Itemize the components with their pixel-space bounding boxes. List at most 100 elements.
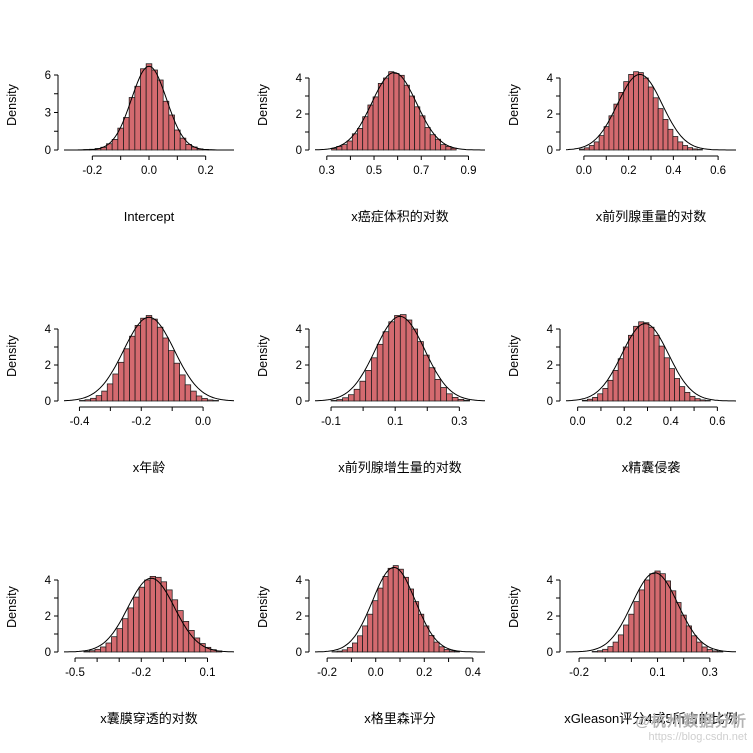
y-axis-title: Density — [256, 334, 270, 376]
y-tick-label: 6 — [45, 70, 51, 82]
density-curve — [565, 572, 736, 653]
x-tick-label: -0.2 — [131, 416, 151, 428]
x-tick-label: -0.2 — [131, 667, 151, 679]
density-curve — [64, 65, 234, 151]
x-tick-label: 0.2 — [198, 165, 214, 177]
x-tick-label: -0.4 — [70, 416, 90, 428]
histogram-bars — [331, 565, 460, 653]
histogram-bars — [77, 63, 221, 151]
density-curve — [315, 72, 485, 151]
histogram-bars — [591, 570, 724, 653]
chart-title: x前列腺增生量的对数 — [338, 460, 462, 475]
chart-title: xGleason评分4或5所占的比例 — [564, 711, 737, 726]
y-tick-label: 0 — [45, 647, 51, 659]
y-axis-title: Density — [5, 334, 19, 376]
density-curve — [314, 315, 486, 402]
y-tick-label: 4 — [296, 73, 303, 85]
y-axis — [556, 77, 561, 151]
y-axis — [556, 579, 561, 653]
histogram-gleason-score: -0.2 0.0 0.2 0.4 0 2 4 Density x格里森评分 — [251, 502, 502, 753]
y-tick-label: 2 — [547, 360, 553, 372]
y-tick-label: 4 — [547, 575, 554, 587]
histogram-seminal-vesicle-invasion: 0.0 0.2 0.4 0.6 0 2 4 Density x精囊侵袭 — [502, 251, 753, 502]
x-tick-label: -0.5 — [65, 667, 85, 679]
histogram-intercept: -0.2 0.0 0.2 0 3 6 Density Intercept — [0, 0, 251, 251]
y-tick-label: 4 — [45, 324, 52, 336]
x-axis — [578, 657, 711, 662]
x-tick-label: 0.0 — [141, 165, 157, 177]
y-axis — [305, 579, 310, 653]
y-tick-label: 0 — [45, 396, 51, 408]
x-tick-label: 0.1 — [650, 667, 666, 679]
y-axis — [556, 328, 561, 402]
x-tick-label: -0.2 — [82, 165, 102, 177]
x-tick-label: 0.6 — [709, 416, 725, 428]
x-tick-label: 0.2 — [621, 165, 637, 177]
y-tick-label: 0 — [547, 396, 553, 408]
x-axis — [326, 657, 474, 662]
y-tick-label: 2 — [296, 611, 302, 623]
histogram-bars — [83, 576, 223, 653]
x-tick-label: 0.7 — [413, 165, 429, 177]
histogram-svg: -0.2 0.1 0.3 0 2 4 Density xGleason评分4或5所占的比例 — [507, 570, 738, 726]
x-tick-label: 0.6 — [710, 165, 726, 177]
chart-title: x前列腺重量的对数 — [596, 209, 707, 224]
density-curve — [64, 577, 235, 653]
density-curve — [565, 73, 736, 151]
histogram-svg: 0.0 0.2 0.4 0.6 0 2 4 Density x精囊侵袭 — [507, 321, 737, 475]
y-tick-label: 0 — [296, 396, 302, 408]
x-tick-label: 0.1 — [200, 667, 216, 679]
x-tick-label: 0.5 — [366, 165, 382, 177]
histogram-svg: -0.5 -0.2 0.1 0 2 4 Density x囊膜穿透的对数 — [5, 575, 235, 726]
y-tick-label: 2 — [296, 109, 302, 121]
y-axis — [54, 579, 59, 653]
y-axis-title: Density — [256, 585, 270, 627]
x-tick-label: 0.3 — [319, 165, 335, 177]
y-tick-label: 4 — [547, 324, 554, 336]
x-tick-label: 0.0 — [570, 416, 586, 428]
x-axis — [326, 155, 469, 160]
y-tick-label: 4 — [296, 575, 303, 587]
chart-title: x精囊侵袭 — [622, 460, 681, 475]
y-axis-title: Density — [5, 585, 19, 627]
histogram-log-capsular-penetration: -0.5 -0.2 0.1 0 2 4 Density x囊膜穿透的对数 — [0, 502, 251, 753]
density-curve — [63, 316, 235, 402]
y-axis — [54, 328, 59, 402]
x-tick-label: 0.2 — [416, 667, 432, 679]
x-tick-label: 0.0 — [576, 165, 592, 177]
y-tick-label: 0 — [296, 647, 302, 659]
y-tick-label: 4 — [296, 324, 303, 336]
histogram-bars — [331, 71, 457, 151]
histogram-log-prostate-weight: 0.0 0.2 0.4 0.6 0 2 4 Density x前列腺重量的对数 — [502, 0, 753, 251]
y-axis — [54, 74, 59, 151]
x-axis — [78, 406, 204, 411]
x-tick-label: 0.9 — [461, 165, 477, 177]
y-tick-label: 2 — [547, 109, 553, 121]
histogram-svg: 0.3 0.5 0.7 0.9 0 2 4 Density x癌症体积的对数 — [256, 71, 485, 224]
x-tick-label: 0.1 — [387, 416, 403, 428]
x-tick-label: 0.0 — [195, 416, 211, 428]
y-axis-title: Density — [507, 334, 521, 376]
y-axis-title: Density — [507, 83, 521, 125]
y-tick-label: 4 — [45, 575, 52, 587]
x-axis — [583, 155, 719, 160]
y-tick-label: 0 — [45, 145, 51, 157]
x-axis — [74, 657, 209, 662]
y-tick-label: 2 — [45, 611, 51, 623]
x-axis — [577, 406, 718, 411]
x-tick-label: -0.1 — [321, 416, 341, 428]
y-axis-title: Density — [5, 83, 19, 125]
y-axis — [305, 77, 310, 151]
histogram-bars — [579, 71, 703, 151]
histogram-svg: 0.0 0.2 0.4 0.6 0 2 4 Density x前列腺重量的对数 — [507, 71, 736, 224]
x-tick-label: 0.0 — [368, 667, 384, 679]
y-tick-label: 0 — [547, 647, 553, 659]
chart-title: Intercept — [124, 209, 175, 224]
histogram-pgg45: -0.2 0.1 0.3 0 2 4 Density xGleason评分4或5所占的比例 — [502, 502, 753, 753]
histogram-age: -0.4 -0.2 0.0 0 2 4 Density x年龄 — [0, 251, 251, 502]
x-tick-label: 0.2 — [616, 416, 632, 428]
histogram-svg: -0.4 -0.2 0.0 0 2 4 Density x年龄 — [5, 315, 235, 475]
x-tick-label: 0.3 — [451, 416, 467, 428]
chart-title: x年龄 — [133, 460, 166, 475]
